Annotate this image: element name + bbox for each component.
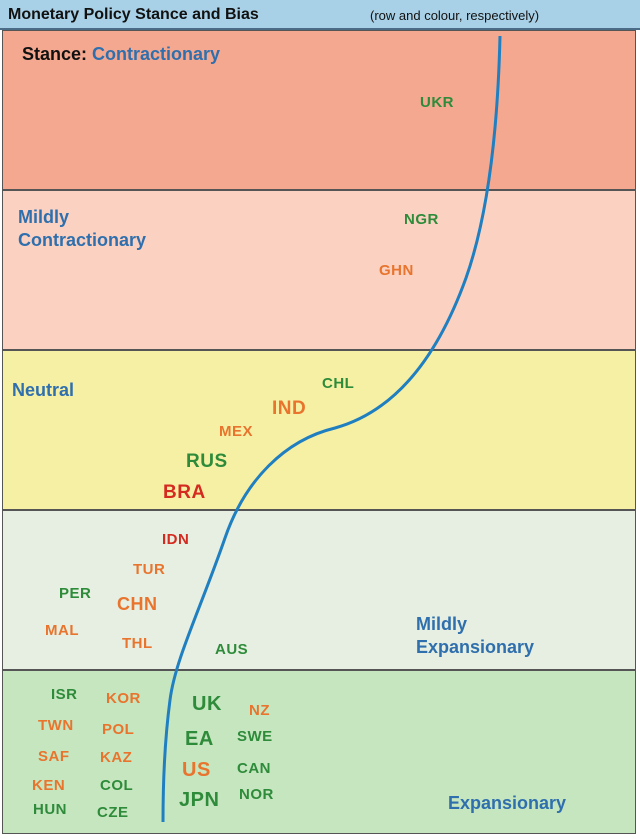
country-ngr: NGR xyxy=(404,211,439,228)
country-twn: TWN xyxy=(38,717,74,734)
country-hun: HUN xyxy=(33,801,67,818)
chart-subtitle: (row and colour, respectively) xyxy=(370,8,540,23)
country-swe: SWE xyxy=(237,728,273,745)
label-expansionary: Expansionary xyxy=(448,793,567,813)
country-can: CAN xyxy=(237,760,271,777)
band-expansionary xyxy=(2,670,636,834)
country-col: COL xyxy=(100,777,134,794)
country-ghn: GHN xyxy=(379,262,414,279)
label-contractionary: Stance: Contractionary xyxy=(22,43,220,66)
country-chn: CHN xyxy=(117,594,158,614)
header-bar: Monetary Policy Stance and Bias (row and… xyxy=(0,0,640,30)
country-nor: NOR xyxy=(239,786,274,803)
label-mildly-contractionary-line2: Contractionary xyxy=(18,230,147,250)
label-mildly-expansionary-line1: Mildly xyxy=(416,614,468,634)
band-neutral xyxy=(2,350,636,510)
country-cze: CZE xyxy=(97,804,129,821)
country-per: PER xyxy=(59,585,92,602)
country-mex: MEX xyxy=(219,423,254,440)
country-kor: KOR xyxy=(106,690,141,707)
country-rus: RUS xyxy=(186,451,228,472)
label-mildly-contractionary-line1: Mildly xyxy=(18,207,70,227)
country-ind: IND xyxy=(272,398,307,419)
label-contractionary-text: Contractionary xyxy=(92,44,221,64)
country-ea: EA xyxy=(185,728,214,750)
stance-prefix: Stance: xyxy=(22,44,88,64)
label-mildly-expansionary: Mildly Expansionary xyxy=(416,613,534,659)
country-mal: MAL xyxy=(45,622,79,639)
country-idn: IDN xyxy=(162,531,190,548)
country-bra: BRA xyxy=(163,482,206,503)
country-thl: THL xyxy=(122,635,153,652)
country-kaz: KAZ xyxy=(100,749,133,766)
country-tur: TUR xyxy=(133,561,166,578)
country-ken: KEN xyxy=(32,777,66,794)
country-us: US xyxy=(182,759,211,781)
label-neutral: Neutral xyxy=(12,380,75,400)
stance-curve-line xyxy=(161,35,502,823)
band-contractionary xyxy=(2,30,636,190)
country-saf: SAF xyxy=(38,748,70,765)
country-chl: CHL xyxy=(322,375,355,392)
country-pol: POL xyxy=(102,721,135,738)
country-isr: ISR xyxy=(51,686,78,703)
country-jpn: JPN xyxy=(179,789,220,811)
label-mildly-contractionary: Mildly Contractionary xyxy=(18,206,146,252)
band-mildly-expansionary xyxy=(2,510,636,670)
country-ukr: UKR xyxy=(420,94,454,111)
country-uk: UK xyxy=(192,693,222,715)
country-nz: NZ xyxy=(249,702,270,719)
country-aus: AUS xyxy=(215,641,249,658)
chart-title: Monetary Policy Stance and Bias xyxy=(8,6,259,23)
label-mildly-expansionary-line2: Expansionary xyxy=(416,637,535,657)
band-mildly-contractionary xyxy=(2,190,636,350)
